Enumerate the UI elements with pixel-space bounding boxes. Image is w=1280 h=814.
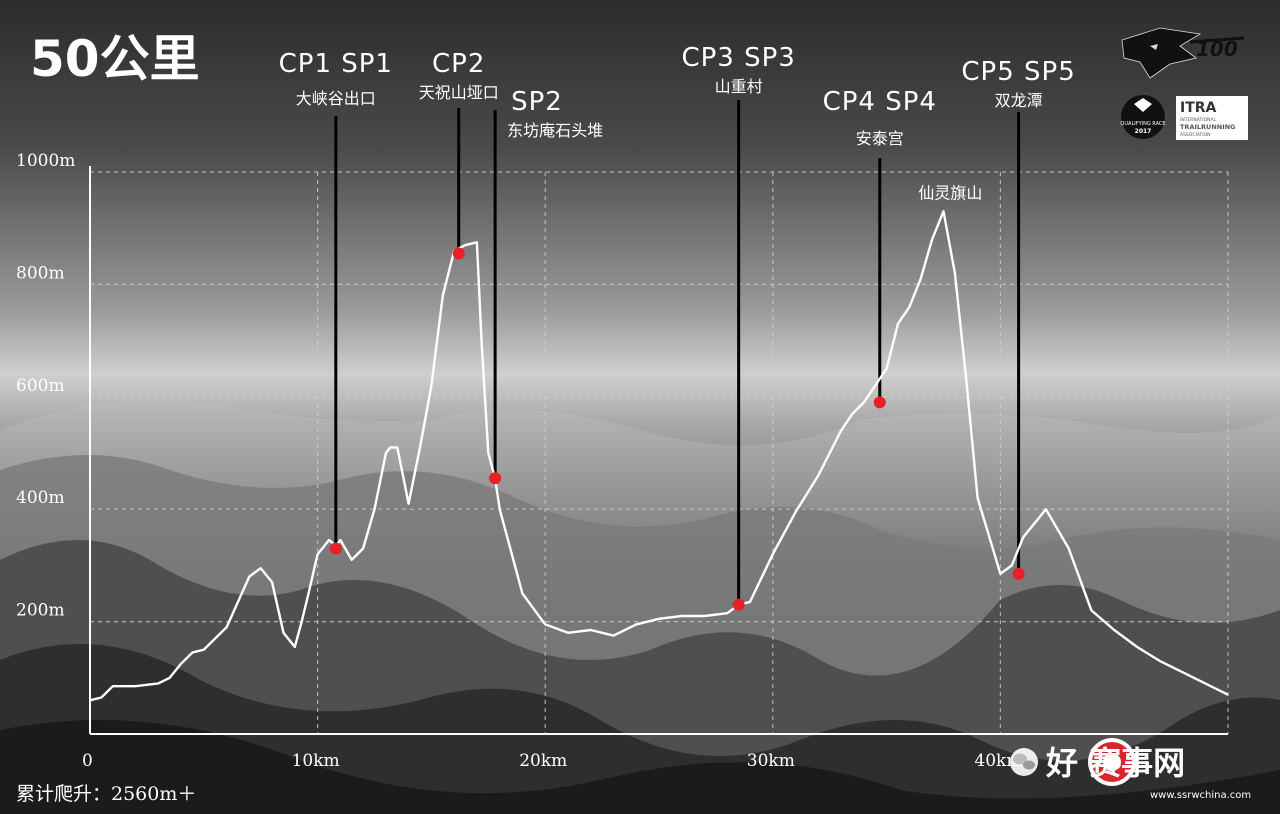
checkpoint-code: CP4 SP4 bbox=[823, 87, 937, 117]
checkpoint-code: CP1 SP1 bbox=[279, 49, 393, 79]
checkpoint-labels: CP1 SP1 大峡谷出口 CP2 天祝山垭口 SP2 东坊庵石头堆 CP3 SP3 山重村 C… bbox=[279, 43, 1075, 148]
total-ascent: 累计爬升：2560m＋ bbox=[16, 783, 196, 805]
watermark-site: www.ssrwchina.com bbox=[1150, 790, 1251, 801]
wolf-logo: 100 bbox=[1121, 27, 1245, 79]
watermark: 好 赛事网 www.ssrwchina.com bbox=[1010, 738, 1251, 801]
checkpoint-name: 双龙潭 bbox=[995, 91, 1043, 110]
y-tick-label: 800m bbox=[16, 263, 65, 283]
wechat-icon bbox=[1010, 748, 1038, 776]
y-tick-label: 200m bbox=[16, 601, 65, 621]
svg-text:TRAILRUNNING: TRAILRUNNING bbox=[1180, 123, 1235, 131]
checkpoint-name: 东坊庵石头堆 bbox=[507, 121, 603, 140]
checkpoint-name: 安泰宫 bbox=[856, 129, 904, 148]
checkpoint-name: 天祝山垭口 bbox=[419, 83, 499, 102]
y-tick-label: 600m bbox=[16, 376, 65, 396]
svg-text:ASSOCIATION: ASSOCIATION bbox=[1180, 132, 1211, 138]
x-tick-label: 40km bbox=[974, 751, 1022, 771]
checkpoint-dot bbox=[732, 598, 745, 611]
chart-axes bbox=[89, 166, 1228, 735]
checkpoint-dot bbox=[873, 396, 886, 409]
x-tick-label: 0 bbox=[82, 751, 93, 771]
svg-text:INTERNATIONAL: INTERNATIONAL bbox=[1180, 117, 1217, 123]
y-tick-label: 400m bbox=[16, 488, 65, 508]
x-tick-label: 10km bbox=[292, 751, 340, 771]
svg-text:ITRA: ITRA bbox=[1180, 100, 1217, 116]
checkpoint-code: CP3 SP3 bbox=[681, 43, 795, 73]
checkpoint-leader-lines bbox=[334, 100, 1021, 605]
checkpoint-code: CP2 bbox=[432, 49, 485, 79]
svg-text:2017: 2017 bbox=[1135, 128, 1152, 135]
itra-logo: ITRA INTERNATIONAL TRAILRUNNING ASSOCIAT… bbox=[1176, 96, 1248, 140]
x-tick-label: 20km bbox=[519, 751, 567, 771]
chart-tick-labels: 200m 400m 600m 800m 1000m 0 10km 20km 30km 40km bbox=[16, 151, 1022, 771]
checkpoint-name: 大峡谷出口 bbox=[296, 89, 376, 108]
watermark-text: 好 赛事网 bbox=[1045, 744, 1185, 782]
chart-grid bbox=[90, 171, 1229, 734]
peak-annotations: 仙灵旗山 bbox=[918, 184, 982, 203]
checkpoint-code: SP2 bbox=[511, 87, 563, 117]
checkpoint-markers bbox=[329, 247, 1025, 611]
y-tick-label: 1000m bbox=[16, 151, 75, 171]
checkpoint-dot bbox=[1012, 567, 1025, 580]
checkpoint-dot bbox=[489, 472, 502, 485]
x-tick-label: 30km bbox=[747, 751, 795, 771]
checkpoint-name: 山重村 bbox=[715, 77, 763, 96]
peak-label: 仙灵旗山 bbox=[918, 184, 982, 203]
checkpoint-dot bbox=[329, 542, 342, 555]
qualifying-race-badge: QUALIFYING RACE 2017 bbox=[1120, 95, 1166, 139]
elevation-profile-line bbox=[89, 210, 1229, 702]
svg-text:QUALIFYING RACE: QUALIFYING RACE bbox=[1120, 121, 1165, 127]
checkpoint-dot bbox=[452, 247, 465, 260]
checkpoint-code: CP5 SP5 bbox=[961, 57, 1075, 87]
page-title: 50公里 bbox=[30, 30, 200, 88]
